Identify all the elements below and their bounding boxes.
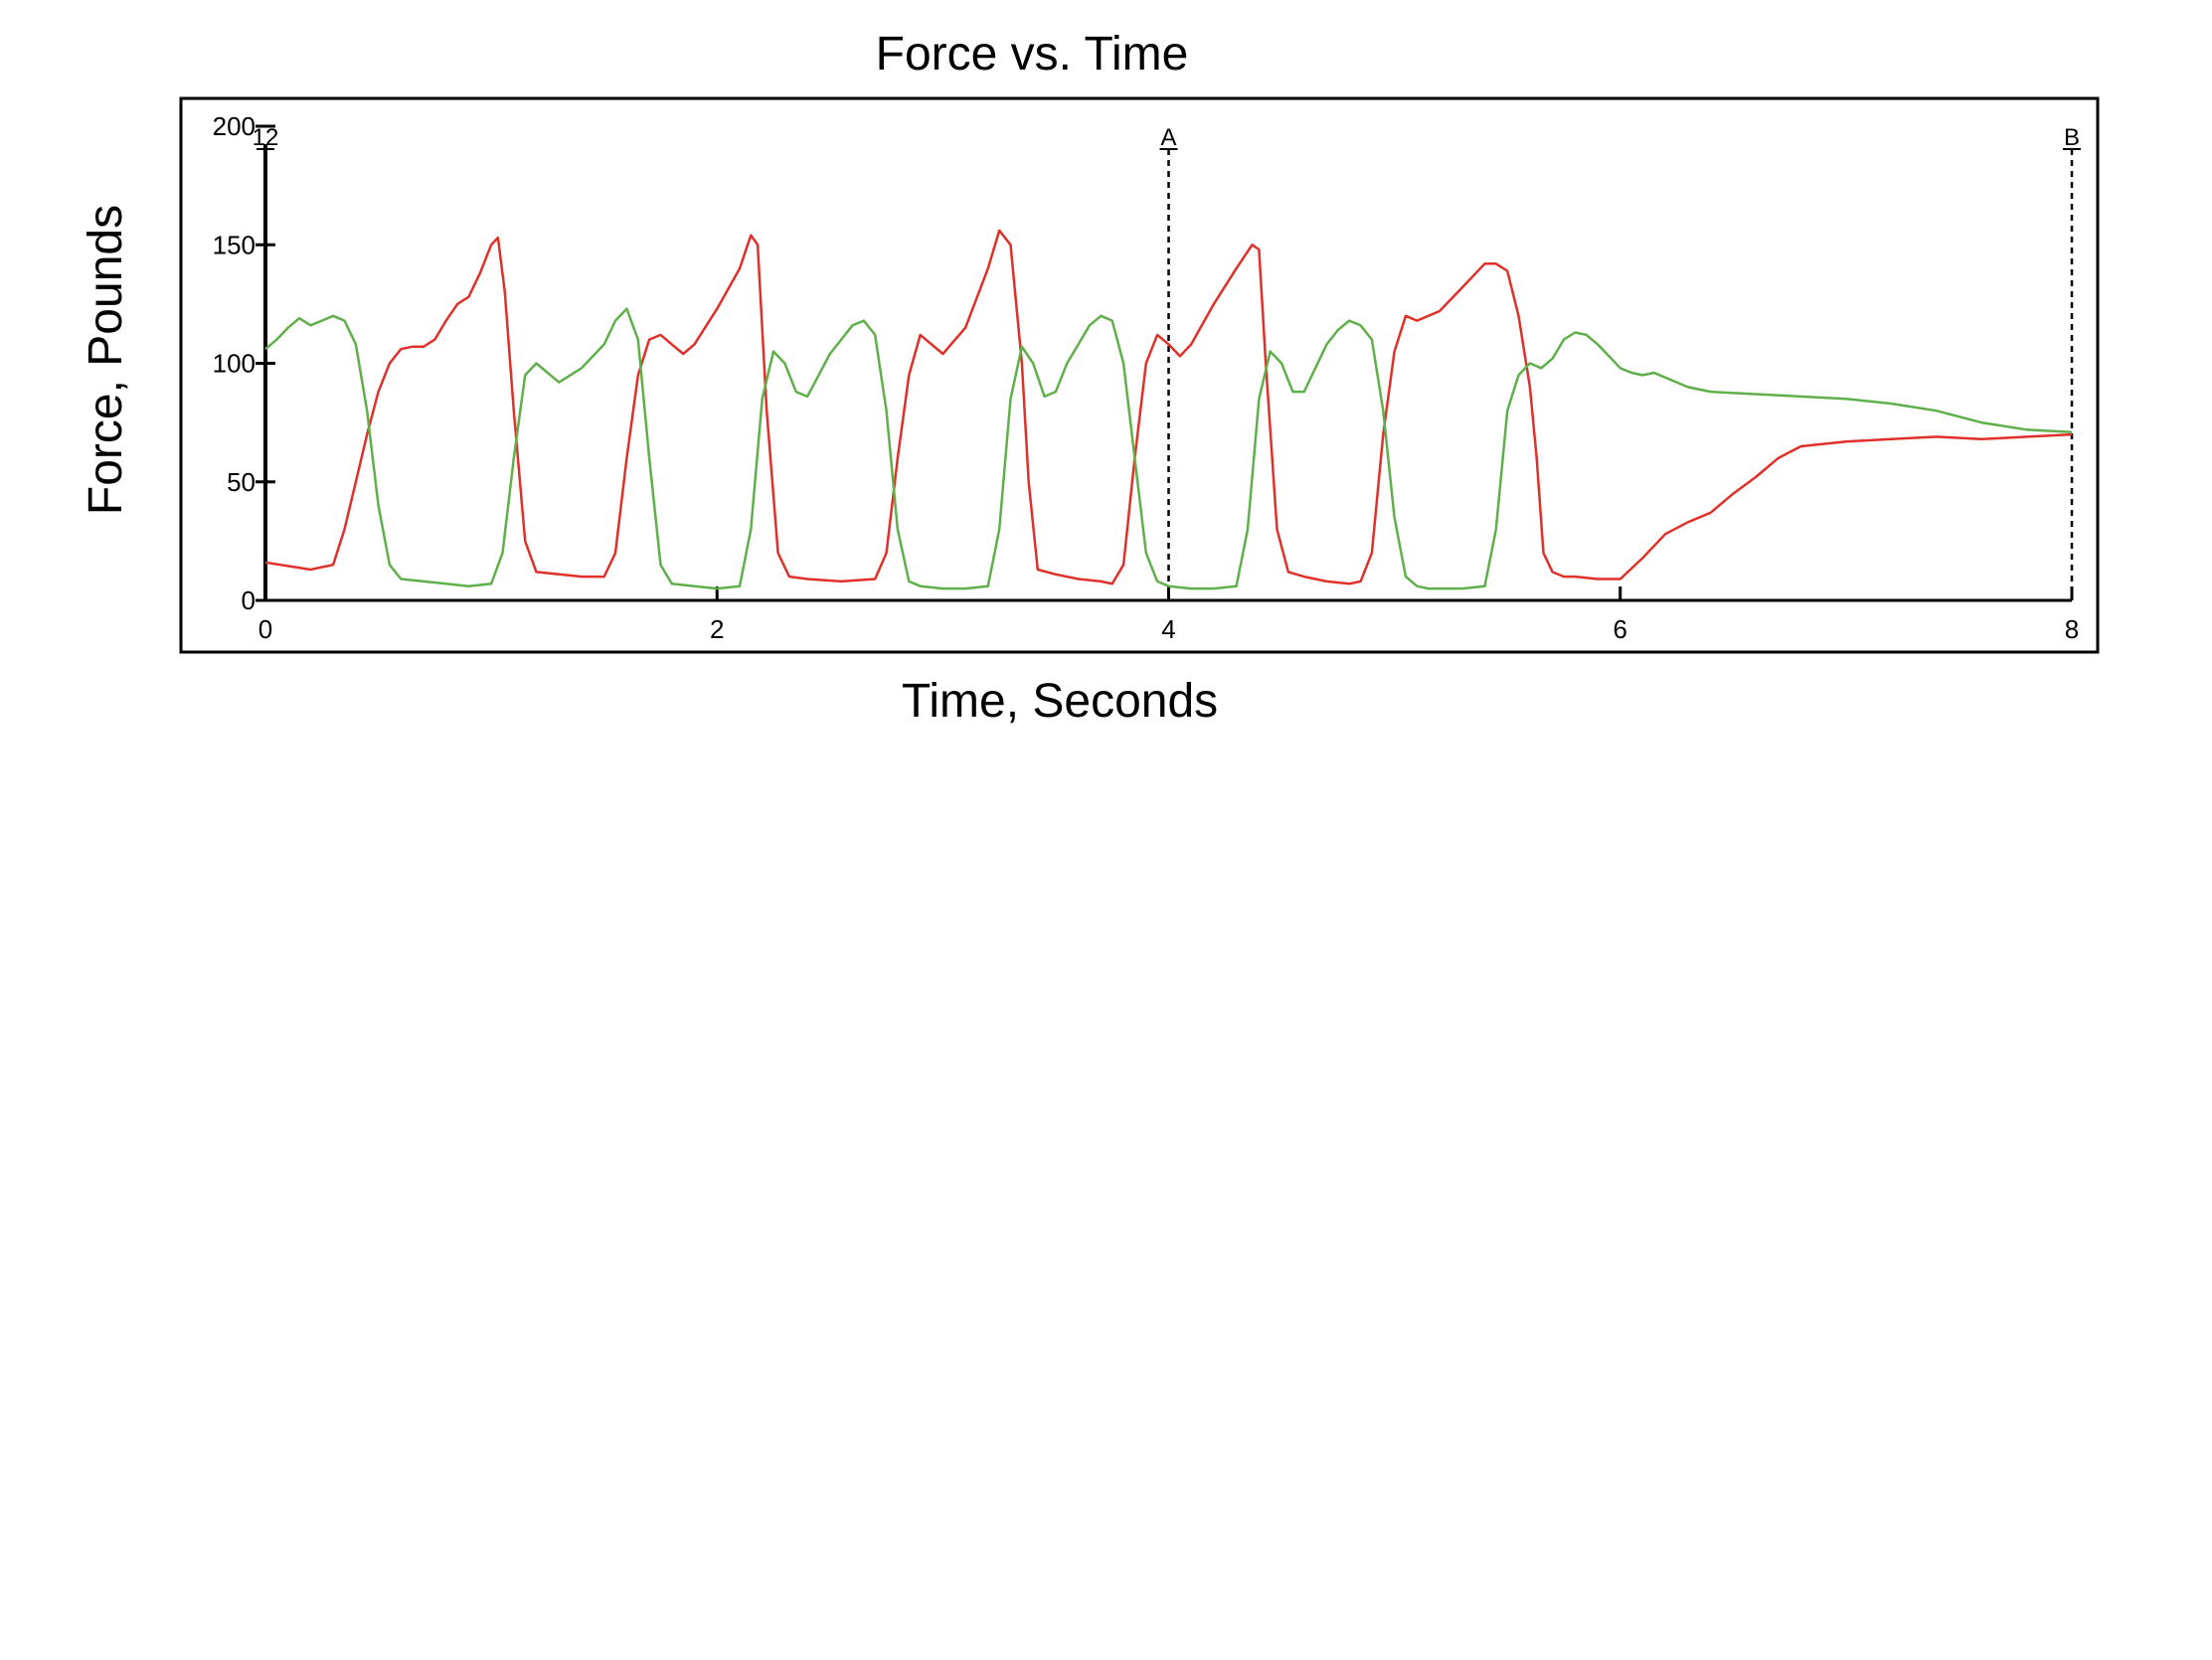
cursor-markers: 12 A B bbox=[253, 124, 2081, 600]
y-ticks: 0 50 100 150 200 bbox=[213, 111, 275, 615]
y-tick-label: 100 bbox=[213, 349, 255, 379]
x-tick-label: 4 bbox=[1161, 614, 1175, 644]
x-tick-label: 2 bbox=[710, 614, 724, 644]
x-tick-label: 8 bbox=[2065, 614, 2079, 644]
x-tick-label: 6 bbox=[1614, 614, 1627, 644]
x-tick-label: 0 bbox=[258, 614, 272, 644]
y-tick-label: 0 bbox=[242, 585, 255, 615]
y-tick-label: 150 bbox=[213, 230, 255, 259]
plot-frame bbox=[179, 96, 2100, 654]
x-axis-label: Time, Seconds bbox=[902, 675, 1218, 728]
series-line-1 bbox=[264, 229, 2073, 585]
marker-label: A bbox=[1160, 124, 1176, 151]
marker-label: B bbox=[2064, 124, 2080, 151]
y-tick-label: 50 bbox=[227, 467, 255, 497]
y-tick-label: 200 bbox=[213, 111, 255, 141]
series-line-2 bbox=[264, 307, 2073, 590]
chart-title: Force vs. Time bbox=[876, 28, 1189, 81]
y-axis-label: Force, Pounds bbox=[80, 205, 132, 515]
marker-label: 12 bbox=[253, 124, 279, 151]
series-lines bbox=[264, 229, 2073, 590]
x-ticks: 0 2 4 6 8 bbox=[258, 586, 2079, 644]
